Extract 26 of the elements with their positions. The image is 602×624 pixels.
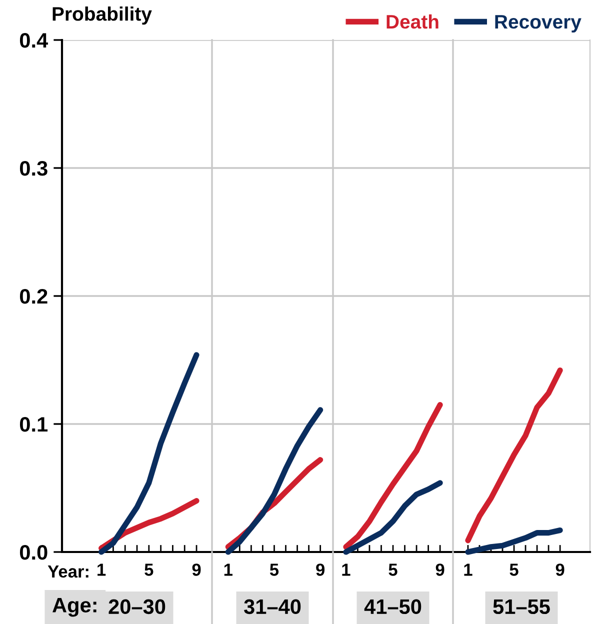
- x-tick-label: 9: [556, 564, 564, 576]
- y-tick-label: 0.1: [20, 417, 48, 432]
- x-tick-label: 1: [98, 564, 106, 576]
- x-tick-label: 5: [270, 564, 279, 576]
- x-axis-title: 31–40: [244, 599, 301, 614]
- x-tick-label: 1: [342, 564, 350, 576]
- text: Age:: [52, 598, 96, 617]
- x-axis-title: 41–50: [364, 599, 422, 614]
- legend-label: Death: [386, 14, 438, 29]
- x-tick-label: 5: [510, 564, 518, 576]
- x-tick-label: 1: [224, 564, 232, 576]
- x-tick-label: 1: [464, 564, 472, 576]
- x-tick-label: 5: [144, 564, 154, 576]
- x-tick-label: 9: [436, 564, 444, 576]
- x-axis-title: 51–55: [493, 600, 550, 614]
- x-tick-label: 9: [192, 564, 201, 576]
- y-tick-label: 0.4: [20, 33, 48, 48]
- y-axis-title: Probability: [52, 6, 152, 25]
- y-tick-label: 0.0: [20, 545, 48, 560]
- legend-label: Recovery: [495, 15, 582, 33]
- x-tick-label: 5: [388, 564, 398, 576]
- x-axis-title: 20–30: [108, 599, 166, 614]
- x-tick-label: 9: [316, 564, 325, 576]
- y-tick-label: 0.2: [20, 289, 48, 304]
- y-tick-label: 0.3: [20, 161, 48, 176]
- text: Year:: [48, 566, 88, 578]
